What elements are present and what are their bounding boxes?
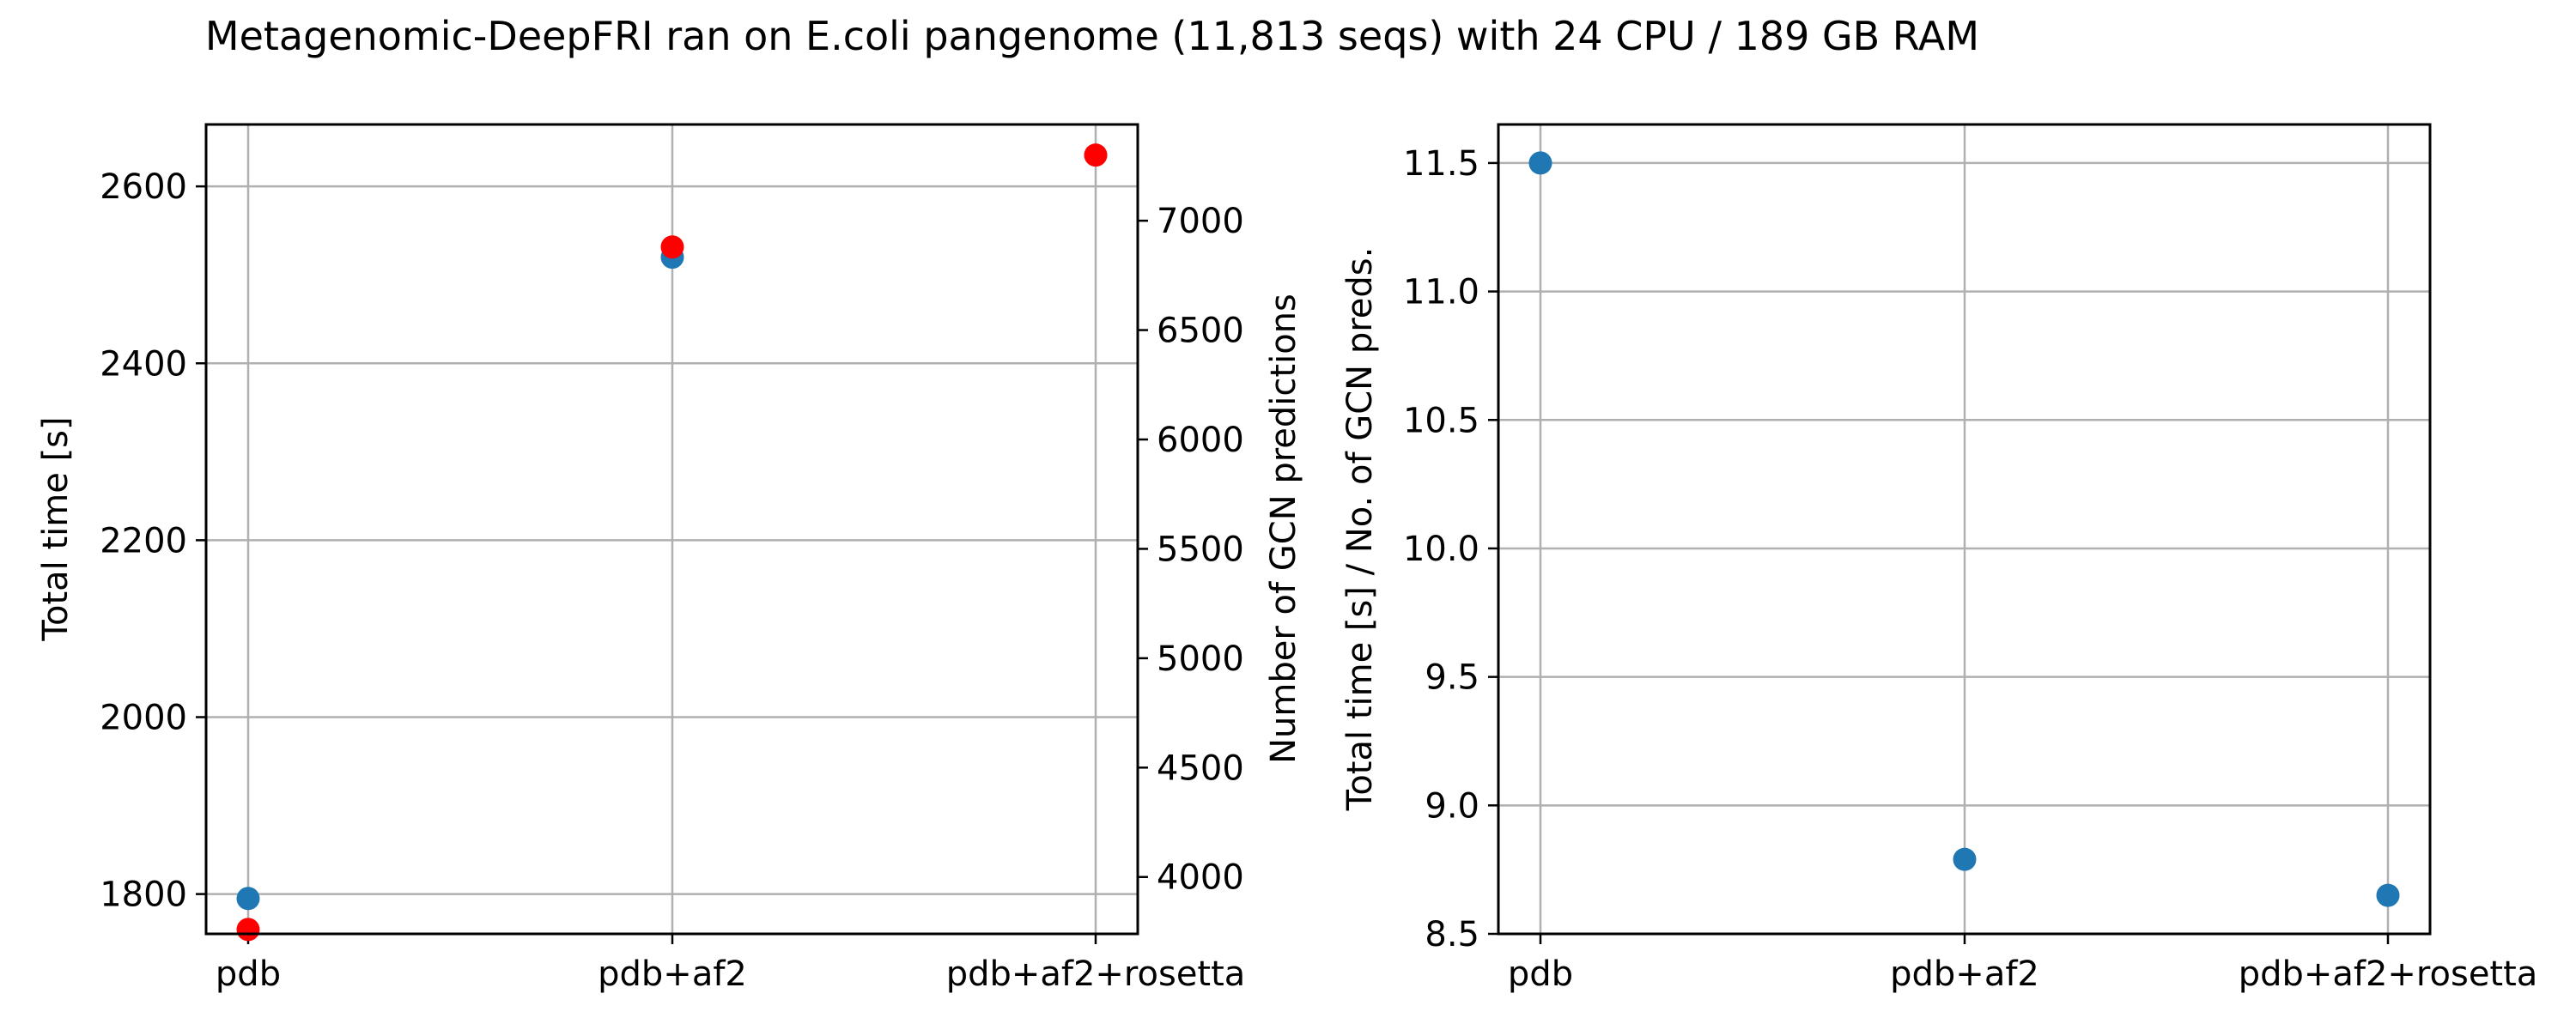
left-series0-point <box>236 887 260 911</box>
left-secondary-y-tick-label: 5000 <box>1157 639 1244 679</box>
left-y-tick-label: 2600 <box>100 167 187 207</box>
right-points <box>1528 151 2400 907</box>
right-grid <box>1498 124 2430 936</box>
right-x-tick-label: pdb <box>1508 954 1573 994</box>
right-x-tick-label: pdb+af2+rosetta <box>2239 954 2538 994</box>
left-x-tick-label: pdb+af2 <box>598 954 747 994</box>
left-secondary-y-tick-label: 6500 <box>1157 312 1244 351</box>
left-x-tick-label: pdb+af2+rosetta <box>946 954 1246 994</box>
right-y-tick-label: 11.5 <box>1403 144 1479 184</box>
right-series0-point <box>1953 847 1977 871</box>
left-series1-point <box>236 918 260 942</box>
left-secondary-y-tick-label: 7000 <box>1157 202 1244 241</box>
left-series1-point <box>660 235 684 259</box>
left-y-tick-label: 2400 <box>100 344 187 384</box>
right-series0-point <box>2376 883 2400 907</box>
right-panel: pdb pdb+af2 pdb+af2+rosetta 8.5 9.0 9.5 10.0 10… <box>1340 123 2537 994</box>
right-axes-frame <box>1497 123 2432 936</box>
left-secondary-y-tick-label: 4500 <box>1157 748 1244 788</box>
right-series0-point <box>1528 151 1552 175</box>
right-y-axis-label: Number of GCN predictions <box>1264 294 1303 764</box>
right-y-tick-label: 10.5 <box>1403 401 1479 440</box>
right-y-tick-label: 9.0 <box>1425 786 1479 826</box>
right-y-tick-label: 10.0 <box>1403 530 1479 569</box>
left-series1-point <box>1084 143 1108 167</box>
right-y-tick-label: 8.5 <box>1425 915 1479 954</box>
left-secondary-y-tick-label: 5500 <box>1157 530 1244 569</box>
figure-title: Metagenomic-DeepFRI ran on E.coli pangen… <box>205 13 1979 59</box>
left-secondary-y-tick-label: 6000 <box>1157 421 1244 460</box>
right-y-tick-label: 9.5 <box>1425 658 1479 698</box>
left-y-axis-label: Total time [s] <box>36 416 76 641</box>
left-secondary-y-tick-label: 4000 <box>1157 858 1244 898</box>
left-y-tick-label: 1800 <box>100 876 187 915</box>
left-panel: pdb pdb+af2 pdb+af2+rosetta 1800 2000 2200 240… <box>36 123 1303 994</box>
left-axes-frame <box>204 123 1139 936</box>
left-y-tick-label: 2200 <box>100 521 187 560</box>
left-points <box>236 143 1108 942</box>
right-y-tick-label: 11.0 <box>1403 273 1479 312</box>
left-y-tick-label: 2000 <box>100 699 187 738</box>
left-ticks: pdb pdb+af2 pdb+af2+rosetta 1800 2000 2200 240… <box>100 167 1245 994</box>
left-x-tick-label: pdb <box>216 954 281 994</box>
right-ticks: pdb pdb+af2 pdb+af2+rosetta 8.5 9.0 9.5 10.0 10… <box>1403 144 2537 994</box>
right-x-tick-label: pdb+af2 <box>1890 954 2039 994</box>
right-panel-y-axis-label: Total time [s] / No. of GCN preds. <box>1340 247 1380 812</box>
